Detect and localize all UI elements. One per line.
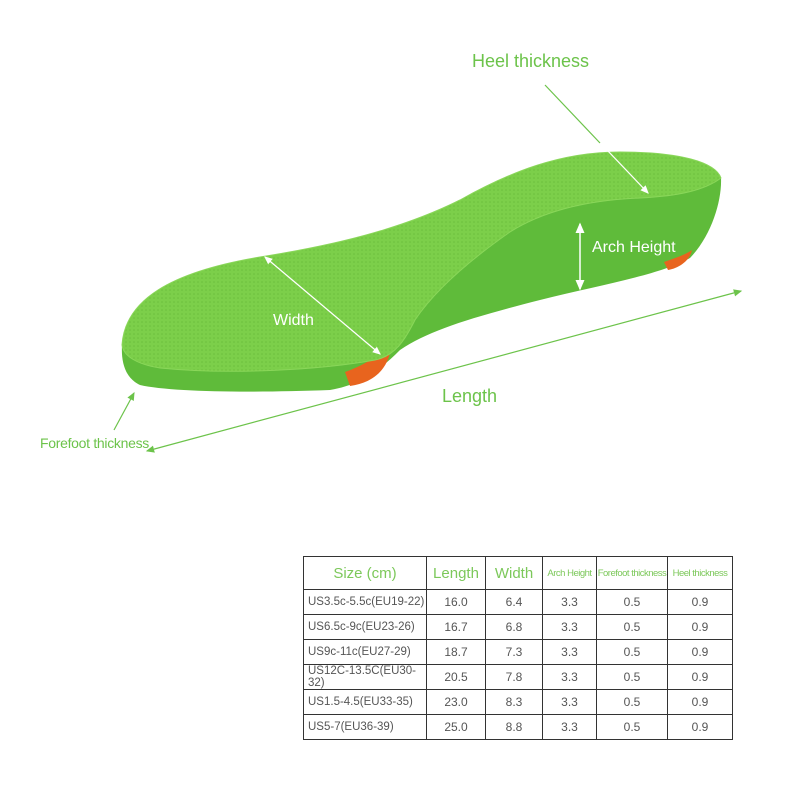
cell-arch-height: 3.3 <box>542 589 597 615</box>
table-header-row: Size (cm) Length Width Arch Height Foref… <box>303 556 733 590</box>
header-arch-height: Arch Height <box>542 556 597 590</box>
forefoot-thickness-label: Forefoot thickness <box>40 435 149 451</box>
heel-thickness-arrow-outside <box>544 84 601 144</box>
orange-pad-heel <box>664 250 692 270</box>
cell-size: US9c-11c(EU27-29) <box>303 639 427 665</box>
cell-arch-height: 3.3 <box>542 639 597 665</box>
cell-forefoot-thickness: 0.5 <box>596 689 668 715</box>
cell-length: 16.0 <box>426 589 486 615</box>
header-size: Size (cm) <box>303 556 427 590</box>
header-heel-thickness: Heel thickness <box>667 556 733 590</box>
cell-arch-height: 3.3 <box>542 614 597 640</box>
size-table: Size (cm) Length Width Arch Height Foref… <box>303 556 733 740</box>
cell-width: 8.3 <box>485 689 543 715</box>
forefoot-thickness-arrow <box>113 391 135 431</box>
cell-size: US1.5-4.5(EU33-35) <box>303 689 427 715</box>
cell-forefoot-thickness: 0.5 <box>596 589 668 615</box>
length-arrow <box>145 289 743 453</box>
cell-width: 7.8 <box>485 664 543 690</box>
cell-heel-thickness: 0.9 <box>667 664 733 690</box>
cell-size: US12C-13.5C(EU30-32) <box>303 664 427 690</box>
cell-size: US3.5c-5.5c(EU19-22) <box>303 589 427 615</box>
cell-heel-thickness: 0.9 <box>667 614 733 640</box>
length-label: Length <box>442 386 498 406</box>
header-length: Length <box>426 556 486 590</box>
cell-heel-thickness: 0.9 <box>667 689 733 715</box>
cell-heel-thickness: 0.9 <box>667 589 733 615</box>
cell-size: US5-7(EU36-39) <box>303 714 427 740</box>
cell-length: 16.7 <box>426 614 486 640</box>
header-width: Width <box>485 556 543 590</box>
cell-arch-height: 3.3 <box>542 714 597 740</box>
table-row: US1.5-4.5(EU33-35) 23.0 8.3 3.3 0.5 0.9 <box>303 689 733 715</box>
cell-heel-thickness: 0.9 <box>667 639 733 665</box>
cell-size: US6.5c-9c(EU23-26) <box>303 614 427 640</box>
cell-length: 23.0 <box>426 689 486 715</box>
cell-arch-height: 3.3 <box>542 664 597 690</box>
cell-heel-thickness: 0.9 <box>667 714 733 740</box>
cell-length: 20.5 <box>426 664 486 690</box>
cell-width: 6.8 <box>485 614 543 640</box>
cell-forefoot-thickness: 0.5 <box>596 664 668 690</box>
cell-arch-height: 3.3 <box>542 689 597 715</box>
cell-forefoot-thickness: 0.5 <box>596 714 668 740</box>
width-label: Width <box>273 312 314 329</box>
table-row: US12C-13.5C(EU30-32) 20.5 7.8 3.3 0.5 0.9 <box>303 664 733 690</box>
table-row: US3.5c-5.5c(EU19-22) 16.0 6.4 3.3 0.5 0.9 <box>303 589 733 615</box>
table-row: US6.5c-9c(EU23-26) 16.7 6.8 3.3 0.5 0.9 <box>303 614 733 640</box>
cell-length: 18.7 <box>426 639 486 665</box>
cell-width: 8.8 <box>485 714 543 740</box>
table-row: US9c-11c(EU27-29) 18.7 7.3 3.3 0.5 0.9 <box>303 639 733 665</box>
cell-forefoot-thickness: 0.5 <box>596 614 668 640</box>
cell-width: 6.4 <box>485 589 543 615</box>
arch-height-label: Arch Height <box>592 239 676 256</box>
cell-length: 25.0 <box>426 714 486 740</box>
cell-width: 7.3 <box>485 639 543 665</box>
table-row: US5-7(EU36-39) 25.0 8.8 3.3 0.5 0.9 <box>303 714 733 740</box>
heel-thickness-label: Heel thickness <box>472 51 590 71</box>
cell-forefoot-thickness: 0.5 <box>596 639 668 665</box>
header-forefoot-thickness: Forefoot thickness <box>596 556 668 590</box>
